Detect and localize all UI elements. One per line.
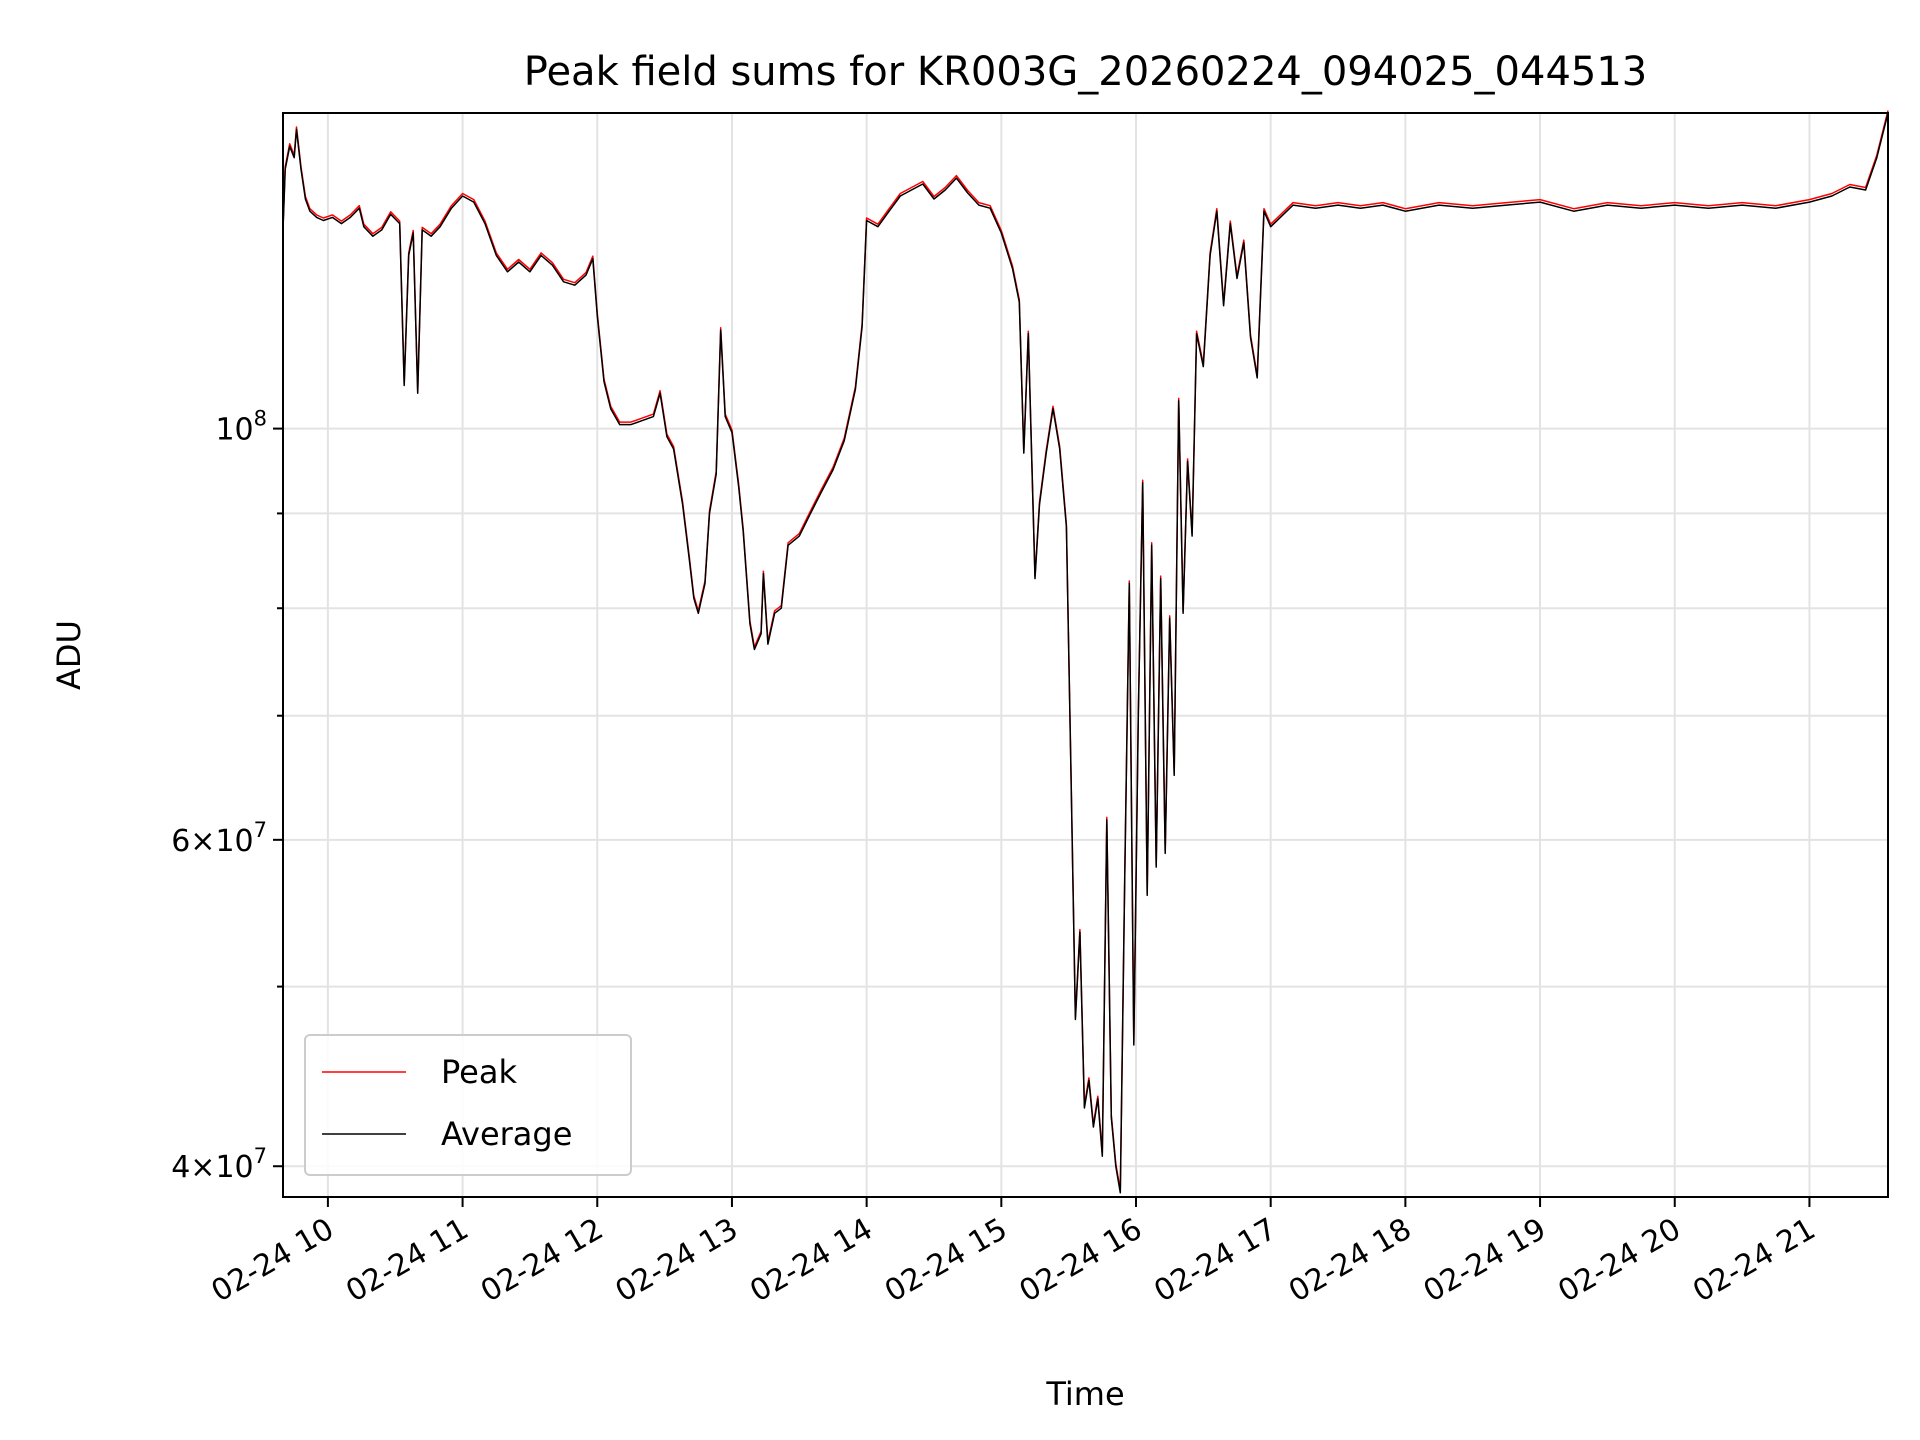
grid [283, 113, 1888, 1197]
y-tick-label: 108 [215, 407, 267, 448]
plot-frame [282, 112, 1889, 1198]
y-tick-label: 4×107 [171, 1144, 267, 1185]
y-tick-exponent: 7 [254, 1144, 267, 1168]
series-line-peak [282, 110, 1889, 1192]
legend: Peak Average [304, 1034, 632, 1176]
y-tick-mantissa: 4×10 [171, 1150, 253, 1185]
legend-label-average: Average [441, 1115, 572, 1153]
series-line-average [282, 112, 1889, 1194]
series-layer [282, 110, 1889, 1194]
y-tick-mantissa: 6×10 [171, 824, 253, 859]
chart-title: Peak field sums for KR003G_20260224_0940… [524, 49, 1648, 95]
y-tick-exponent: 8 [254, 407, 267, 431]
x-axis-label: Time [1045, 1375, 1124, 1413]
y-tick-mantissa: 10 [215, 413, 253, 448]
y-axis-label: ADU [50, 620, 88, 690]
legend-box [304, 1034, 632, 1176]
y-tick-exponent: 7 [254, 818, 267, 842]
legend-label-peak: Peak [441, 1053, 517, 1091]
y-tick-label: 6×107 [171, 818, 267, 859]
